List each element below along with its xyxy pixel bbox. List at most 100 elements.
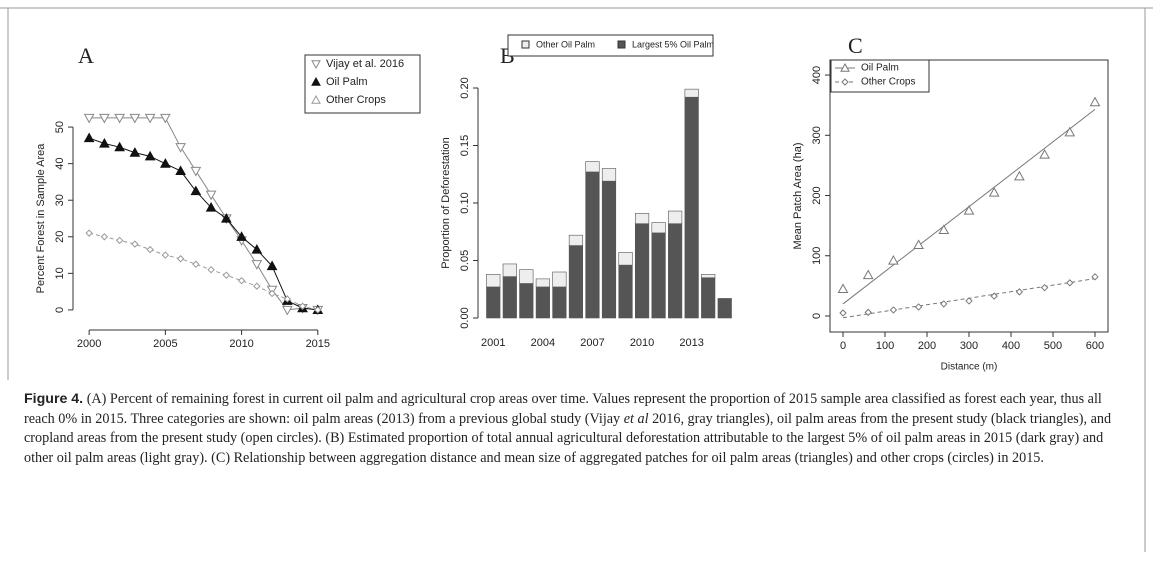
legend-marker [311, 94, 321, 104]
bar-segment [519, 283, 534, 319]
legend-marker [841, 78, 849, 86]
marker [100, 233, 109, 241]
y-tick-label: 100 [811, 247, 823, 265]
y-axis-label: Proportion of Deforestation [440, 137, 452, 268]
y-tick-label: 40 [54, 158, 66, 170]
marker [115, 236, 124, 245]
marker [940, 300, 948, 308]
legend-marker [840, 62, 850, 72]
x-tick-label: 2004 [531, 337, 555, 349]
marker [144, 113, 156, 124]
bar-segment [486, 273, 501, 288]
marker [914, 303, 923, 311]
marker [837, 283, 849, 293]
bar-segment [535, 286, 550, 319]
legend-label: Other Oil Palm [536, 39, 595, 49]
x-tick-label: 300 [960, 340, 978, 352]
marker [888, 255, 899, 265]
marker [129, 113, 141, 124]
marker [176, 255, 185, 263]
legend: Vijay et al. 2016 Oil Palm Other Crops [304, 54, 421, 114]
marker [253, 282, 261, 290]
x-tick-label: 0 [840, 340, 846, 352]
marker [268, 289, 276, 298]
marker [205, 190, 217, 201]
bar-segment [502, 276, 517, 319]
marker [251, 260, 263, 270]
marker [1064, 126, 1076, 137]
legend-label: Oil Palm [861, 63, 899, 74]
y-tick-label: 0 [811, 313, 823, 319]
bar-segment [668, 223, 683, 319]
bar-segment [601, 180, 617, 319]
panel-label: C [848, 33, 863, 58]
marker [314, 306, 322, 314]
bar-segment [634, 213, 650, 225]
marker [83, 132, 95, 143]
marker [862, 269, 874, 280]
marker [131, 240, 139, 248]
y-tick-label: 0.10 [459, 192, 471, 213]
marker [83, 113, 95, 124]
marker [963, 205, 975, 215]
marker [99, 113, 110, 124]
x-axis-label: Distance (m) [941, 362, 998, 373]
legend: Other Oil Palm Largest 5% Oil Palm [507, 34, 714, 57]
marker [298, 302, 307, 310]
marker [1066, 279, 1074, 287]
x-tick-label: 2005 [153, 338, 177, 350]
legend-box [507, 34, 714, 57]
x-tick-label: 2010 [630, 337, 654, 349]
y-tick-label: 50 [54, 121, 66, 133]
y-tick-label: 0.15 [459, 135, 471, 156]
marker [889, 306, 898, 314]
y-tick-label: 30 [54, 194, 66, 206]
legend-box [830, 59, 930, 93]
bar-segment [502, 263, 517, 277]
y-tick-label: 0.00 [459, 307, 471, 328]
bar-segment [552, 271, 567, 288]
bar-segment [651, 232, 666, 319]
x-tick-label: 400 [1002, 340, 1020, 352]
marker [207, 265, 215, 274]
bar-segment [601, 168, 617, 182]
marker [1015, 288, 1024, 296]
series-line [89, 117, 318, 311]
marker [220, 212, 232, 223]
y-tick-label: 10 [54, 267, 66, 279]
series-line [88, 137, 318, 311]
bar-segment [634, 223, 650, 319]
legend-label: Vijay et al. 2016 [326, 58, 404, 70]
caption: Figure 4. (A) Percent of remaining fores… [24, 390, 1129, 468]
marker [190, 166, 202, 177]
marker [85, 229, 93, 237]
bar-segment [568, 234, 584, 246]
x-tick-label: 100 [876, 340, 894, 352]
marker [144, 150, 156, 161]
marker [1089, 96, 1101, 107]
x-tick-label: 2000 [77, 338, 101, 350]
bar-segment [618, 252, 633, 266]
bar-segment [668, 210, 683, 225]
caption-text: (A) Percent of remaining forest in curre… [24, 391, 1102, 427]
legend-box [304, 54, 421, 114]
y-tick-label: 0 [54, 307, 66, 313]
y-tick-label: 400 [811, 66, 823, 84]
legend-label: Other Crops [326, 94, 386, 106]
series-line [89, 232, 318, 311]
x-tick-label: 2015 [306, 338, 330, 350]
legend-swatch [521, 40, 530, 49]
marker [988, 186, 1000, 197]
marker [114, 113, 125, 124]
marker [266, 260, 278, 271]
y-axis-label: Percent Forest in Sample Area [35, 143, 47, 294]
marker [99, 137, 110, 148]
x-tick-label: 500 [1044, 340, 1062, 352]
x-tick-label: 2007 [580, 337, 604, 349]
marker [281, 305, 293, 316]
marker [129, 147, 141, 157]
marker [864, 308, 872, 317]
bar-segment [618, 264, 633, 319]
